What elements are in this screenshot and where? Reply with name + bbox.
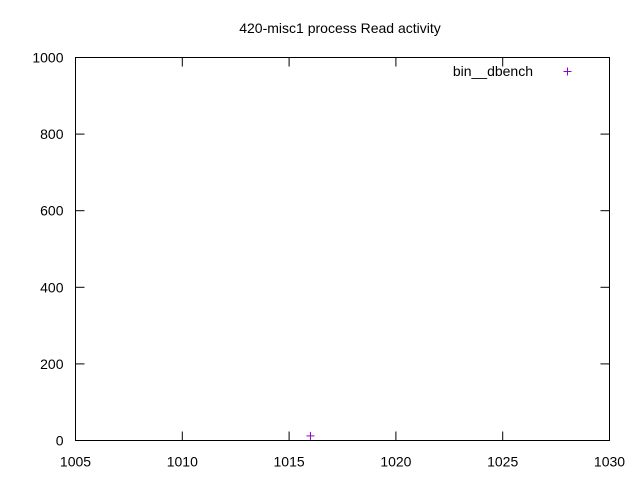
data-points	[306, 431, 315, 440]
x-tick-label: 1005	[60, 454, 91, 470]
y-tick-label: 400	[40, 279, 64, 295]
x-tick-label: 1030	[594, 454, 625, 470]
y-axis: 0 200 400 600 800 1000	[32, 50, 610, 449]
legend-label: bin__dbench	[453, 63, 533, 79]
x-tick-label: 1025	[487, 454, 518, 470]
x-tick-label: 1010	[167, 454, 198, 470]
y-tick-label: 800	[40, 126, 64, 142]
x-axis: 1005 1010 1015 1020 1025 1030	[60, 57, 625, 470]
y-tick-label: 600	[40, 203, 64, 219]
legend-marker	[563, 67, 572, 76]
plot-frame	[75, 57, 610, 441]
x-tick-label: 1020	[380, 454, 411, 470]
data-point	[306, 431, 315, 440]
y-tick-label: 1000	[32, 50, 63, 66]
legend-marker-symbol	[563, 67, 572, 76]
x-tick-label: 1015	[274, 454, 305, 470]
y-tick-label: 200	[40, 356, 64, 372]
y-tick-label: 0	[56, 433, 64, 449]
legend: bin__dbench	[453, 63, 572, 79]
chart-title: 420-misc1 process Read activity	[239, 20, 441, 36]
